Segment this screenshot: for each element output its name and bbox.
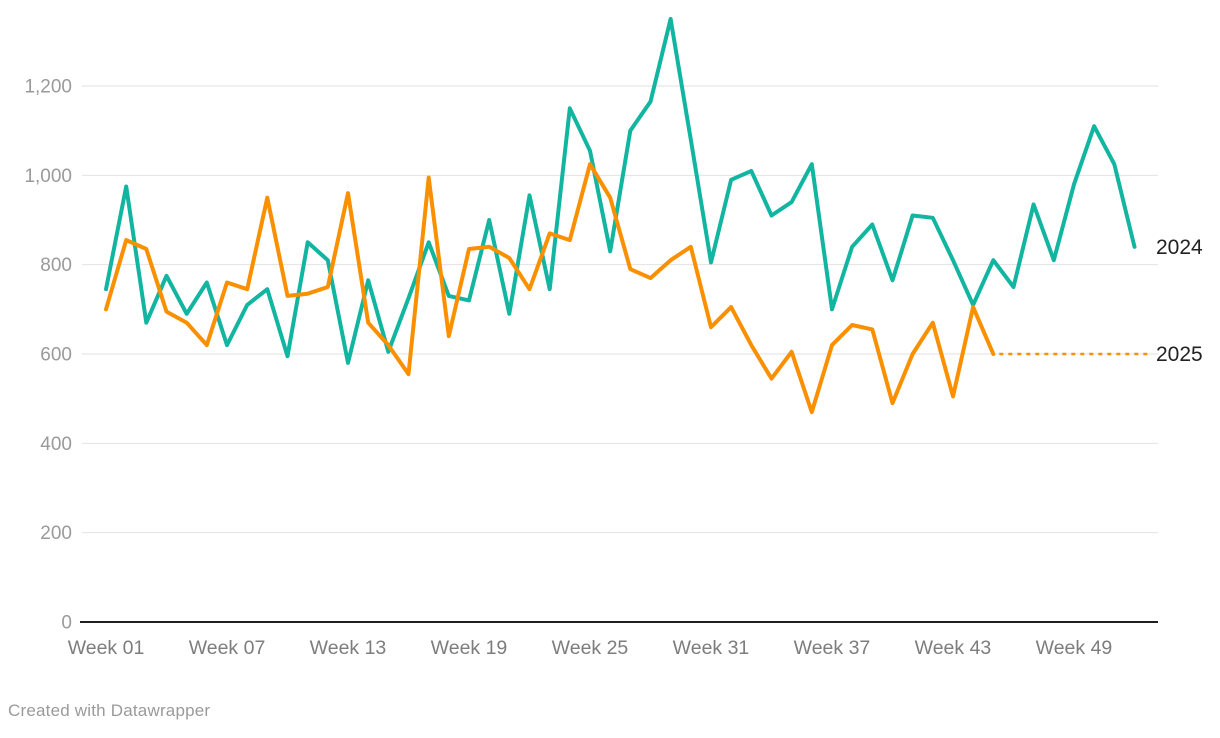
y-axis-tick-label: 400 bbox=[40, 434, 72, 455]
datawrapper-credit: Created with Datawrapper bbox=[8, 701, 211, 720]
x-axis-tick-label: Week 43 bbox=[915, 637, 992, 659]
x-axis-tick-label: Week 25 bbox=[552, 637, 629, 659]
y-axis-tick-label: 1,000 bbox=[24, 166, 72, 187]
y-axis-tick-label: 600 bbox=[40, 344, 72, 365]
x-axis-tick-label: Week 07 bbox=[189, 637, 266, 659]
series-label-2025: 2025 bbox=[1156, 343, 1203, 366]
series-2025-line[interactable] bbox=[104, 162, 996, 415]
x-axis-tick-label: Week 31 bbox=[673, 637, 750, 659]
x-axis-tick-label: Week 01 bbox=[68, 637, 145, 659]
y-axis-tick-label: 200 bbox=[40, 523, 72, 544]
y-axis-tick-label: 0 bbox=[61, 613, 72, 634]
series-label-2024: 2024 bbox=[1156, 236, 1203, 259]
x-axis-tick-label: Week 37 bbox=[794, 637, 871, 659]
y-axis-tick-label: 1,200 bbox=[24, 76, 72, 97]
x-axis-tick-label: Week 19 bbox=[431, 637, 508, 659]
x-axis-tick-label: Week 13 bbox=[310, 637, 387, 659]
series-2024-line[interactable] bbox=[104, 17, 1137, 365]
x-axis-tick-label: Week 49 bbox=[1036, 637, 1113, 659]
y-axis-tick-label: 800 bbox=[40, 255, 72, 276]
